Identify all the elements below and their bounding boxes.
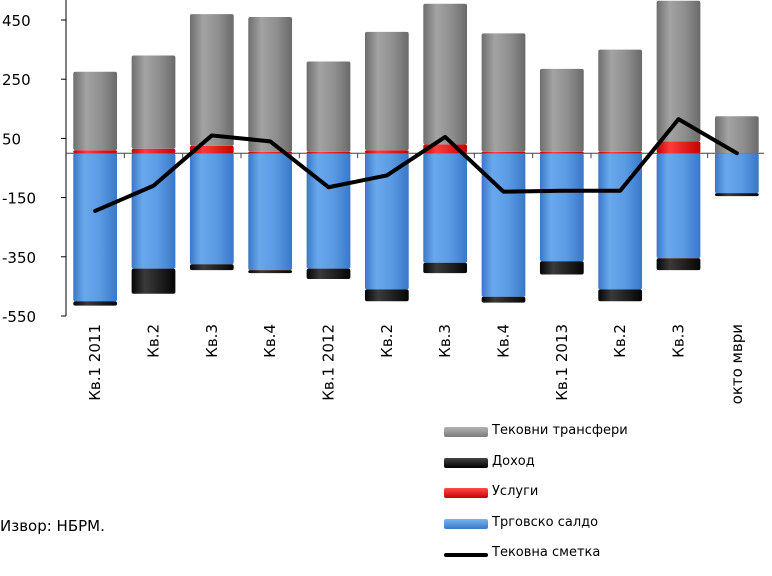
source-note: Извор: НБРМ. — [0, 517, 105, 535]
bar-trade — [364, 153, 409, 290]
bar-transfers — [189, 14, 234, 146]
y-tick-label: 450 — [2, 12, 31, 30]
x-category-label: Кв.2 — [145, 324, 163, 358]
x-category-label: Кв.1 2013 — [553, 324, 571, 401]
bar-transfers — [131, 55, 176, 149]
y-tick-label: -150 — [2, 190, 36, 208]
bar-transfers — [598, 49, 643, 152]
bar-trade — [481, 153, 526, 297]
x-category-label: Кв.3 — [203, 324, 221, 358]
bar-trade — [131, 153, 176, 269]
x-category-label: Кв.1 2012 — [320, 324, 338, 401]
bar-income — [656, 258, 701, 271]
x-category-label: Кв.4 — [261, 324, 279, 358]
bar-transfers — [248, 17, 293, 152]
bar-trade — [306, 153, 351, 269]
bar-income — [73, 301, 118, 306]
bar-income — [539, 261, 584, 275]
bar-transfers — [364, 31, 409, 151]
x-category-label: Кв.3 — [670, 324, 688, 358]
bar-income — [131, 268, 176, 294]
bar-trade — [539, 153, 584, 262]
bar-transfers — [306, 61, 351, 152]
bars — [73, 0, 759, 306]
bar-services — [539, 151, 584, 154]
line-current-account — [93, 117, 739, 213]
bar-transfers — [423, 3, 468, 145]
bar-services — [364, 150, 409, 154]
legend-swatch-services — [444, 488, 488, 498]
bar-transfers — [539, 68, 584, 152]
bar-transfers — [481, 33, 526, 152]
bar-services — [189, 145, 234, 154]
bar-services — [306, 151, 351, 154]
bar-services — [481, 151, 526, 154]
bar-services — [598, 151, 643, 154]
x-category-label: Кв.4 — [495, 324, 513, 358]
x-category-label: Кв.3 — [436, 324, 454, 358]
x-category-label: Кв.2 — [378, 324, 396, 358]
bar-income — [598, 289, 643, 302]
bar-trade — [248, 153, 293, 271]
bar-transfers — [714, 116, 759, 154]
bar-income — [189, 264, 234, 271]
bar-income — [481, 296, 526, 303]
x-category-label: Кв.1 2011 — [86, 324, 104, 401]
legend-label-services: Услуги — [492, 484, 539, 499]
bar-trade — [423, 153, 468, 263]
legend-label-current: Тековна сметка — [492, 545, 601, 560]
bar-trade — [73, 153, 118, 302]
y-tick-label: -550 — [2, 308, 36, 326]
bar-services — [131, 148, 176, 154]
bar-services — [656, 141, 701, 154]
y-tick-label: 250 — [2, 71, 31, 89]
bar-trade — [189, 153, 234, 265]
legend-swatch-transfers — [444, 427, 488, 437]
bar-services — [73, 150, 118, 154]
x-category-label: Кв.2 — [611, 324, 629, 358]
y-tick-label: 50 — [2, 130, 21, 148]
legend-swatch-current — [444, 553, 488, 557]
axis-labels: 450 250 50 -150 -350 -550 Кв.1 2011 Кв.2 Кв.3 Кв.… — [2, 12, 746, 404]
bar-trade — [656, 153, 701, 259]
bar-income — [364, 289, 409, 302]
legend-label-trade: Трговско салдо — [492, 514, 599, 530]
x-category-label: окто мври — [728, 324, 746, 404]
current-account-line — [93, 117, 739, 213]
bar-transfers — [656, 0, 701, 142]
legend-label-transfers: Тековни трансфери — [492, 423, 628, 438]
legend-label-income: Доход — [492, 453, 535, 469]
bar-income — [306, 268, 351, 279]
legend-swatch-trade — [444, 518, 488, 529]
bar-income — [248, 270, 293, 274]
chart: 450 250 50 -150 -350 -550 Кв.1 2011 Кв.2 Кв.3 Кв.… — [2, 0, 764, 404]
bar-trade — [598, 153, 643, 290]
bar-income — [714, 193, 759, 197]
bar-income — [423, 262, 468, 274]
bar-trade — [714, 153, 759, 194]
bar-transfers — [73, 71, 118, 151]
legend-swatch-income — [444, 457, 488, 468]
y-tick-label: -350 — [2, 249, 36, 267]
